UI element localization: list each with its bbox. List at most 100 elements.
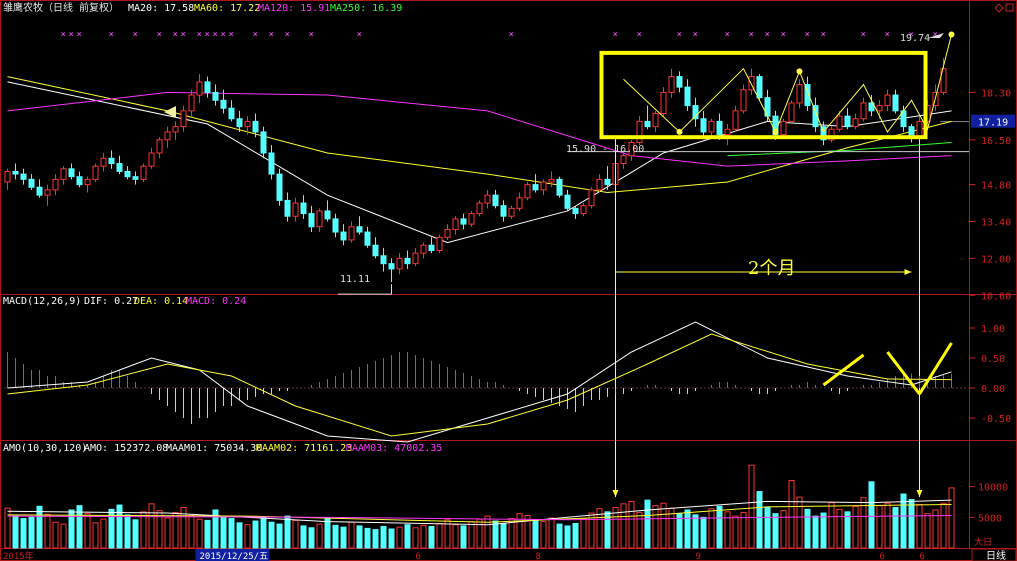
candle: [820, 126, 827, 141]
volume-bar: [604, 511, 611, 549]
ma250-label: MA250: 16.39: [330, 3, 402, 14]
maam03-label: MAAM03: 47002.35: [346, 443, 442, 454]
volume-bar: [564, 525, 571, 549]
macd-y-tick-label: 1.00: [981, 324, 1005, 335]
candle: [100, 157, 107, 167]
candle: [724, 128, 731, 136]
candle: [660, 91, 667, 114]
square-icon[interactable]: [1005, 3, 1014, 12]
volume-bar: [812, 515, 819, 549]
signal-marker: ×: [933, 30, 938, 40]
zigzag-arrow-icon: [772, 128, 779, 135]
volume-bar: [220, 516, 227, 549]
signal-marker: ×: [205, 30, 210, 40]
macd-annotation-arrow: [918, 342, 953, 395]
price-header: 雏鹰农牧（日线 前复权） MA20: 17.58 MA60: 17.22 MA1…: [3, 1, 402, 14]
volume-bar: [324, 518, 331, 549]
high-arrow-icon: [928, 33, 944, 38]
candle: [492, 194, 499, 207]
signal-marker: ×: [805, 30, 810, 40]
volume-bar: [532, 519, 539, 549]
volume-ma-maam01: [7, 499, 952, 526]
candle: [236, 118, 243, 128]
candle: [668, 76, 675, 93]
candle: [20, 173, 27, 180]
zigzag-arrow-icon: [796, 68, 803, 75]
volume-bar: [332, 524, 339, 549]
volume-bar: [828, 502, 835, 549]
volume-bar: [36, 505, 43, 549]
signal-marker: ×: [229, 30, 234, 40]
volume-bar: [916, 503, 923, 549]
volume-bar: [436, 522, 443, 549]
candle: [652, 112, 659, 128]
price-y-tick-label: 12.00: [981, 254, 1011, 265]
volume-bar: [444, 519, 451, 549]
candle: [332, 218, 339, 233]
candle: [828, 128, 835, 141]
volume-bar: [252, 520, 259, 549]
candle: [852, 118, 859, 128]
candle: [804, 84, 811, 107]
volume-bar: [580, 518, 587, 549]
volume-bar: [188, 514, 195, 549]
volume-bar: [820, 512, 827, 549]
volume-bar: [148, 503, 155, 549]
signal-marker: ×: [197, 30, 202, 40]
signal-marker: ×: [509, 30, 514, 40]
period-tab[interactable]: [971, 548, 1017, 561]
volume-bar: [300, 525, 307, 549]
volume-bar: [268, 521, 275, 549]
candle: [884, 94, 891, 107]
volume-bar: [236, 522, 243, 549]
volume-bar: [124, 514, 131, 549]
candle: [940, 68, 947, 93]
macd-y-tick-label: 0.50: [981, 354, 1005, 365]
signal-marker: ×: [821, 30, 826, 40]
candle: [548, 178, 555, 183]
macd-dea-line: [7, 333, 952, 437]
candle: [92, 165, 99, 180]
volume-bar: [804, 508, 811, 549]
candle: [140, 165, 147, 180]
volume-bar: [620, 503, 627, 549]
candle: [76, 176, 83, 186]
candle: [164, 131, 171, 141]
candle: [844, 115, 851, 128]
volume-bar: [740, 511, 747, 549]
current-price-label: 17.19: [978, 118, 1008, 129]
candle: [124, 170, 131, 178]
duration-arrow-head-icon: [904, 269, 912, 275]
candle: [524, 184, 531, 199]
candle: [228, 107, 235, 120]
candle: [564, 194, 571, 209]
volume-bar: [316, 523, 323, 549]
candle: [260, 131, 267, 154]
volume-bar: [12, 515, 19, 549]
candle: [68, 168, 75, 178]
volume-y-tick-label: 10000: [978, 483, 1008, 494]
volume-bar: [204, 519, 211, 549]
volume-bar: [692, 514, 699, 549]
window-corner-icons[interactable]: [994, 3, 1014, 13]
diamond-icon[interactable]: [994, 3, 1004, 13]
play-marker-icon: [164, 106, 176, 118]
volume-bar: [572, 522, 579, 549]
volume-bar: [460, 525, 467, 549]
candle: [508, 207, 515, 217]
volume-bar: [100, 518, 107, 549]
volume-bar: [76, 505, 83, 549]
candle: [484, 194, 491, 204]
volume-bar: [796, 496, 803, 549]
ma-line-ma250: [727, 141, 952, 157]
candle: [340, 231, 347, 241]
candle: [4, 170, 11, 183]
candle: [36, 186, 43, 196]
candle: [108, 157, 115, 165]
volume-bar: [660, 502, 667, 549]
candle: [732, 110, 739, 130]
period-tab-label[interactable]: 日线: [986, 549, 1006, 561]
candle: [324, 210, 331, 220]
signal-marker: ×: [157, 30, 162, 40]
